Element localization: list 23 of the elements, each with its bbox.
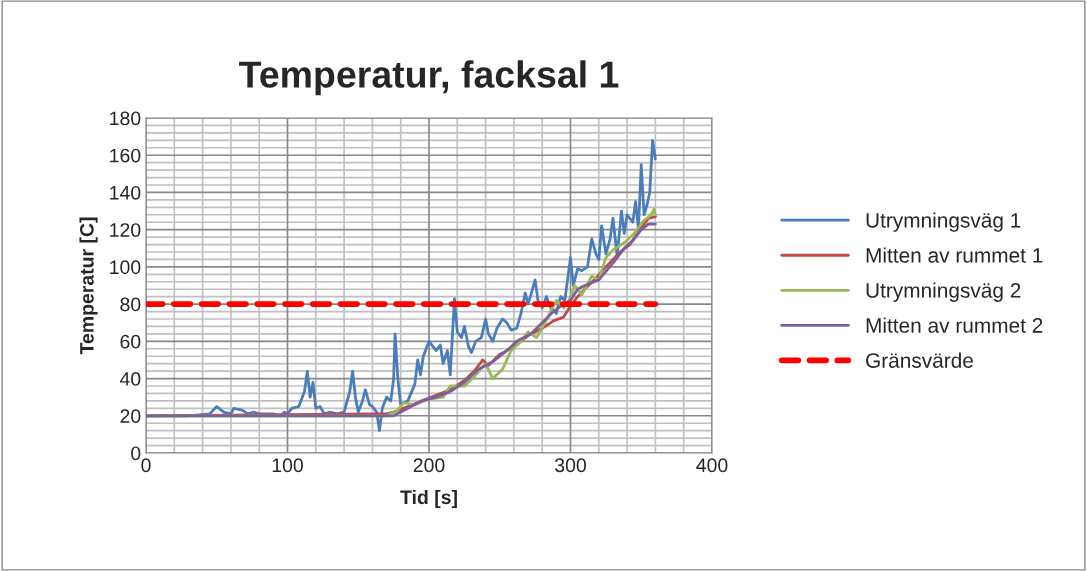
y-tick-label: 60 — [120, 334, 141, 349]
x-tick-label: 100 — [272, 458, 303, 473]
legend-label: Mitten av rummet 1 — [866, 247, 1043, 263]
x-tick-label: 200 — [413, 458, 445, 473]
y-tick-label: 180 — [110, 111, 141, 126]
y-tick-label: 140 — [110, 185, 141, 200]
y-tick-label: 40 — [119, 372, 141, 386]
legend-label: Utrymningsväg 2 — [866, 282, 1021, 302]
y-tick-label: 0 — [131, 446, 141, 461]
y-axis-title: Temperatur [C] — [79, 217, 98, 355]
legend-label: Mitten av rummet 2 — [866, 317, 1043, 333]
y-tick-label: 120 — [110, 223, 141, 237]
legend-label: Utrymningsväg 1 — [866, 212, 1021, 232]
y-tick-label: 20 — [120, 409, 141, 424]
y-tick-label: 80 — [120, 297, 141, 312]
y-tick-label: 160 — [110, 148, 141, 163]
x-tick-label: 300 — [555, 458, 586, 473]
x-tick-label: 400 — [696, 458, 728, 473]
chart-title: Temperatur, facksal 1 — [239, 60, 619, 96]
legend-label: Gränsvärde — [866, 352, 973, 368]
x-tick-label: 0 — [141, 458, 151, 473]
y-tick-label: 100 — [110, 260, 141, 275]
x-axis-title: Tid [s] — [400, 489, 457, 508]
